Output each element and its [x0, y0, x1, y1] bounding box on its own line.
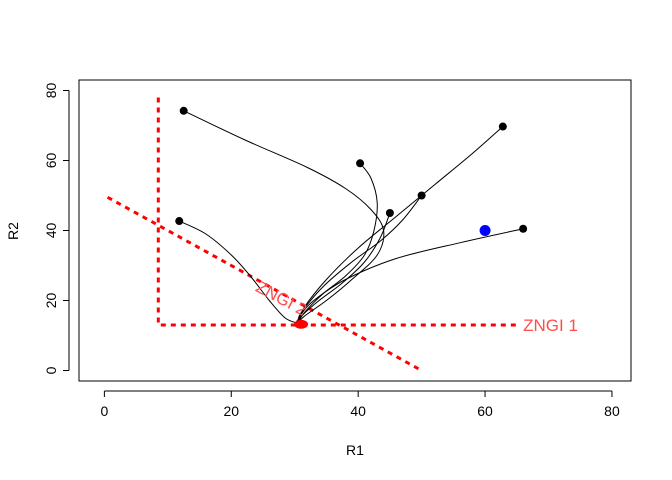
start-point [175, 217, 184, 226]
y-tick-label: 40 [43, 223, 59, 239]
x-tick-label: 60 [477, 403, 493, 419]
start-point [179, 106, 188, 115]
y-axis: 0 20 40 60 80 [43, 83, 70, 374]
x-axis-label: R1 [346, 442, 364, 458]
start-point [519, 224, 528, 233]
start-point [417, 191, 426, 200]
points [175, 106, 528, 329]
trajectory-line [297, 126, 504, 324]
y-tick-label: 60 [43, 153, 59, 169]
x-tick-label: 40 [350, 403, 366, 419]
zngi-label-1: ZNGI 1 [523, 316, 578, 335]
start-point [498, 122, 507, 131]
y-tick-label: 80 [43, 83, 59, 99]
y-tick-label: 0 [43, 366, 59, 374]
y-axis-label: R2 [5, 222, 21, 240]
plot-box [78, 79, 632, 382]
trajectories [178, 110, 524, 324]
x-tick-label: 20 [223, 403, 239, 419]
equilibrium-point [294, 319, 309, 329]
start-point [356, 159, 365, 168]
y-tick-label: 20 [43, 293, 59, 309]
start-point [385, 209, 394, 217]
x-tick-label: 80 [604, 403, 620, 419]
x-tick-label: 0 [100, 403, 108, 419]
trajectory-line [297, 228, 524, 324]
x-axis: 0 20 40 60 80 [100, 390, 620, 419]
supply-point [479, 225, 491, 236]
trajectory-line [297, 162, 378, 324]
trajectory-line [178, 220, 299, 324]
